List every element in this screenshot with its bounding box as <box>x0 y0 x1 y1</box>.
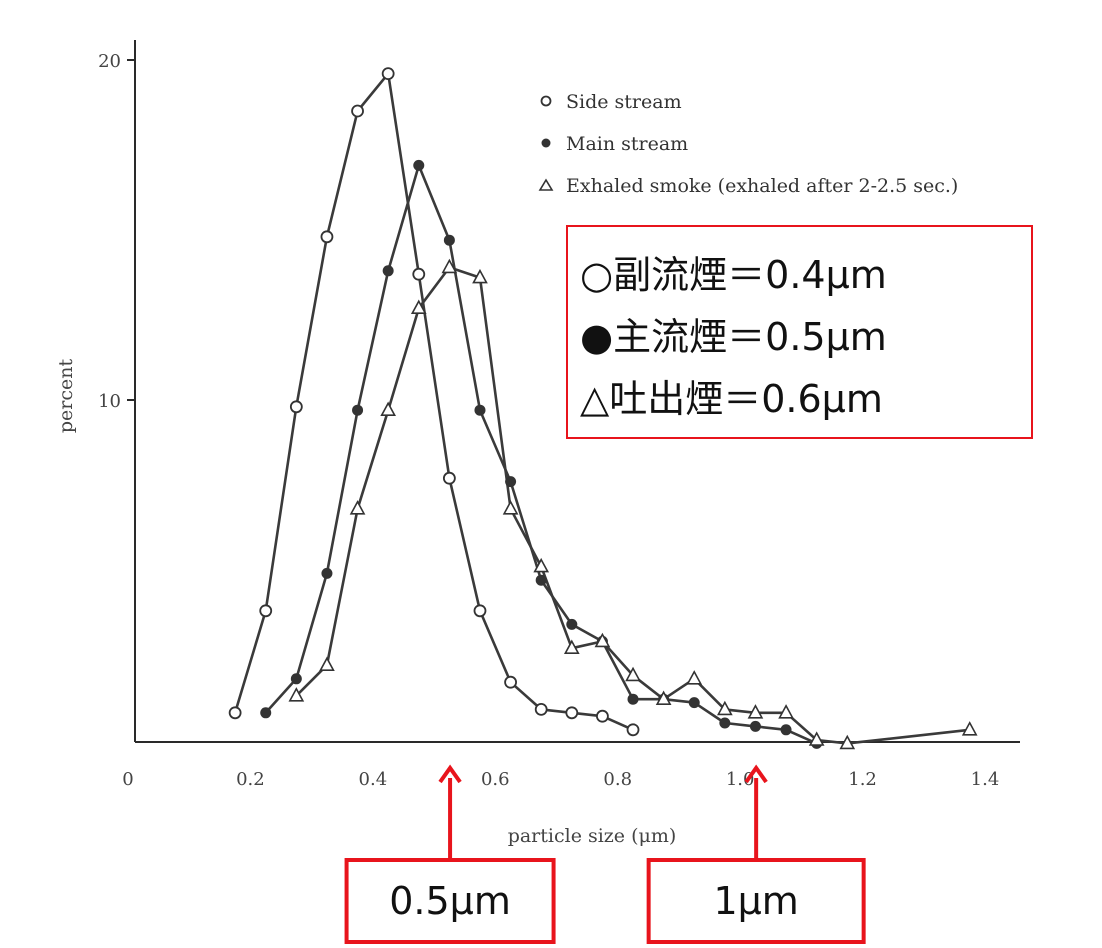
callout-box <box>344 858 556 944</box>
data-point-exhaled-smoke <box>686 670 703 685</box>
data-point-side-stream <box>442 471 456 485</box>
data-point-exhaled-smoke <box>625 666 641 682</box>
data-point-exhaled-smoke <box>961 721 978 736</box>
data-point-exhaled-smoke <box>441 258 458 274</box>
data-point-main-stream <box>505 476 517 488</box>
data-point-main-stream <box>290 673 302 685</box>
data-point-main-stream <box>413 159 425 171</box>
legend: Side stream Main stream Exhaled smoke (e… <box>538 91 958 197</box>
data-point-exhaled-smoke <box>594 632 611 648</box>
data-point-side-stream <box>320 230 334 244</box>
data-point-side-stream <box>259 604 273 618</box>
data-point-exhaled-smoke <box>410 299 427 315</box>
data-point-main-stream <box>352 404 364 416</box>
data-point-exhaled-smoke <box>808 731 825 746</box>
x-tick-label: 1.0 <box>726 769 755 790</box>
y-tick-label: 10 <box>98 391 121 412</box>
data-point-exhaled-smoke <box>839 734 856 750</box>
data-point-exhaled-smoke <box>380 401 397 417</box>
data-point-main-stream <box>749 720 761 732</box>
callout-label: 0.5μm <box>389 879 511 923</box>
callout-label: 1μm <box>713 879 798 923</box>
data-point-side-stream <box>626 723 640 737</box>
ticks: 0 0.2 0.4 0.6 0.8 1.0 1.2 1.4 10 20 <box>98 51 999 790</box>
x-tick-label: 0.4 <box>359 769 388 790</box>
data-point-side-stream <box>473 604 487 618</box>
data-point-main-stream <box>535 574 547 586</box>
data-point-side-stream <box>381 67 395 80</box>
summary-box-border <box>566 225 1033 439</box>
data-point-side-stream <box>504 675 517 689</box>
legend-label-main-stream: Main stream <box>566 133 688 155</box>
axes <box>134 40 1020 743</box>
legend-marker-exhaled-smoke <box>538 178 554 191</box>
summary-line-side-stream: ○副流煙＝0.4μm <box>580 253 887 297</box>
data-point-side-stream <box>228 706 242 720</box>
data-point-exhaled-smoke <box>747 704 764 719</box>
data-point-main-stream <box>260 707 272 719</box>
data-point-main-stream <box>382 265 394 277</box>
y-axis-title: percent <box>55 359 77 434</box>
data-point-side-stream <box>289 400 303 414</box>
summary-line-main-stream: ●主流煙＝0.5μm <box>580 315 887 359</box>
data-point-side-stream <box>596 709 609 723</box>
x-tick-label: 1.4 <box>971 769 1000 790</box>
summary-annotation-box: ○副流煙＝0.4μm ●主流煙＝0.5μm △吐出煙＝0.6μm <box>566 225 1033 439</box>
data-point-main-stream <box>443 234 455 246</box>
data-point-main-stream <box>627 693 639 705</box>
x-tick-label: 0.2 <box>236 769 265 790</box>
callouts: 0.5μm 1μm <box>344 764 866 944</box>
summary-line-exhaled-smoke: △吐出煙＝0.6μm <box>580 377 883 421</box>
data-point-side-stream <box>351 104 364 118</box>
data-point-exhaled-smoke <box>349 500 366 515</box>
data-point-exhaled-smoke <box>563 639 580 655</box>
data-point-exhaled-smoke <box>319 656 335 672</box>
data-point-exhaled-smoke <box>778 704 794 719</box>
x-tick-label: 0 <box>122 769 133 790</box>
data-point-side-stream <box>534 703 548 716</box>
data-point-main-stream <box>474 404 486 416</box>
y-tick-label: 20 <box>98 51 121 72</box>
data-point-main-stream <box>321 567 333 579</box>
data-point-main-stream <box>688 697 700 709</box>
data-point-main-stream <box>566 618 578 630</box>
data-point-exhaled-smoke <box>472 268 488 284</box>
data-point-main-stream <box>719 717 731 729</box>
data-point-exhaled-smoke <box>288 687 305 702</box>
legend-marker-side-stream <box>540 95 552 107</box>
data-point-exhaled-smoke <box>655 690 672 706</box>
legend-label-side-stream: Side stream <box>566 91 682 113</box>
series-line-exhaled-smoke <box>295 266 970 745</box>
callout-arrow-head <box>438 764 462 784</box>
x-tick-label: 0.6 <box>481 769 510 790</box>
callout-arrow-head <box>744 764 768 784</box>
legend-marker-main-stream <box>541 138 551 148</box>
data-point-exhaled-smoke <box>533 557 550 573</box>
data-point-exhaled-smoke <box>716 700 733 716</box>
data-point-side-stream <box>565 706 579 720</box>
x-tick-label: 0.8 <box>603 769 632 790</box>
x-tick-label: 1.2 <box>848 769 877 790</box>
data-point-exhaled-smoke <box>502 500 519 515</box>
callout-box <box>646 858 866 944</box>
legend-label-exhaled-smoke: Exhaled smoke (exhaled after 2-2.5 sec.) <box>566 175 958 197</box>
data-point-main-stream <box>780 724 792 736</box>
data-point-side-stream <box>412 267 426 281</box>
series-layer <box>228 67 978 750</box>
x-axis-title: particle size (μm) <box>508 825 677 847</box>
